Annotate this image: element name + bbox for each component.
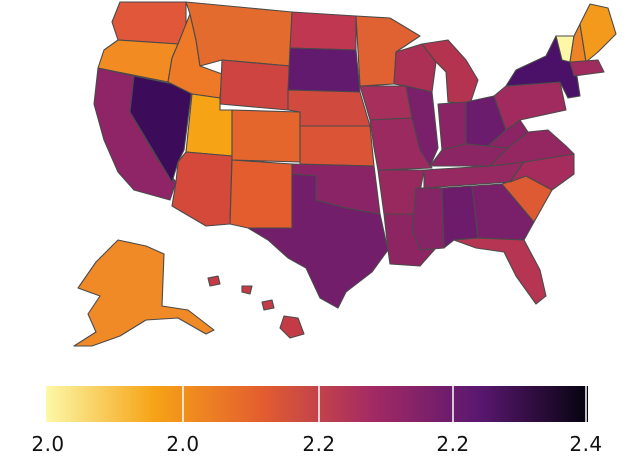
state-kansas	[299, 125, 375, 167]
legend-tick-label: 2.0	[166, 432, 200, 456]
legend-tick-label: 2.0	[31, 432, 65, 456]
state-north-dakota	[289, 11, 357, 51]
legend-gradient-bar	[46, 386, 588, 422]
state-georgia	[471, 183, 535, 241]
legend-colorbar	[46, 386, 588, 422]
state-indiana	[437, 101, 467, 151]
state-mississippi	[411, 187, 445, 251]
legend-tick-label: 2.2	[436, 432, 470, 456]
state-washington	[111, 1, 187, 45]
state-florida	[453, 237, 547, 305]
state-arizona	[171, 151, 233, 227]
state-pennsylvania	[493, 81, 567, 131]
state-hawaii-oahu	[241, 285, 253, 295]
state-hawaii-maui	[261, 299, 275, 311]
state-hawaii-kauai	[207, 275, 221, 287]
state-new-mexico	[229, 159, 293, 229]
state-massachusetts	[569, 59, 605, 77]
legend-tick-label: 2.2	[302, 432, 336, 456]
state-iowa	[359, 85, 413, 121]
state-nebraska	[287, 89, 371, 127]
state-west-virginia	[487, 119, 529, 149]
state-south-dakota	[287, 47, 361, 93]
state-alaska	[73, 239, 215, 347]
state-montana	[185, 1, 293, 67]
state-texas	[247, 173, 389, 309]
state-wyoming	[219, 59, 291, 111]
state-hawaii-big-island	[279, 315, 305, 339]
color-legend: 2.0 2.0 2.2 2.2 2.4	[31, 380, 603, 460]
state-maine	[579, 3, 617, 63]
us-map	[73, 1, 617, 347]
legend-tick-label: 2.4	[569, 432, 603, 456]
state-colorado	[231, 109, 301, 163]
